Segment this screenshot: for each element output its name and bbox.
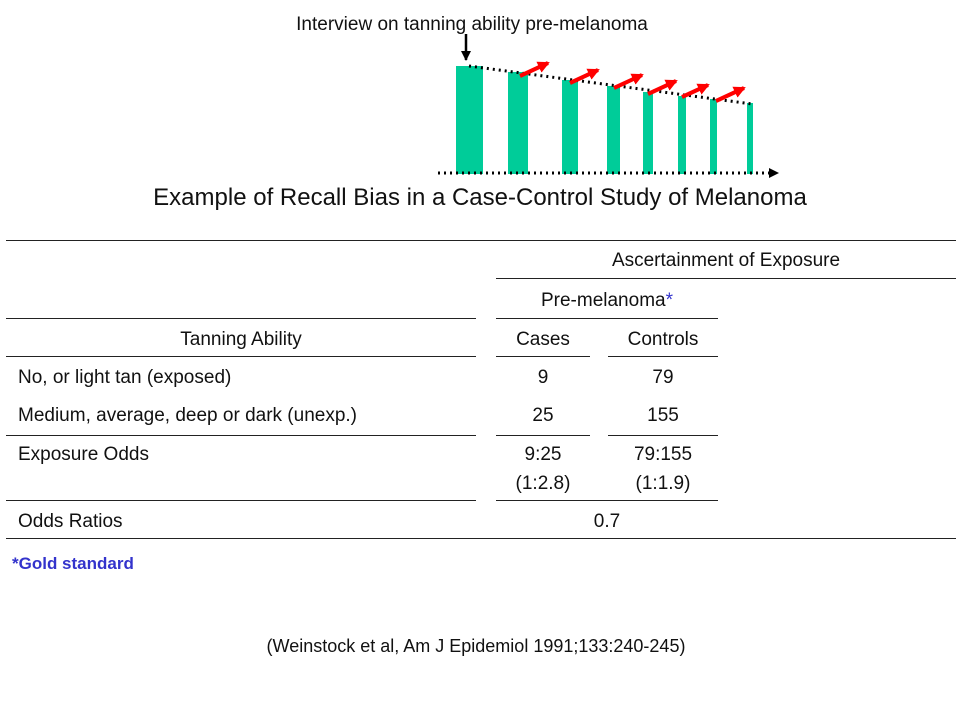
column-header-rule-left: [6, 356, 476, 357]
diagram-bar: [607, 86, 620, 174]
citation: (Weinstock et al, Am J Epidemiol 1991;13…: [266, 636, 686, 656]
odds-rule-right: [496, 500, 718, 501]
diagram-bar: [562, 80, 578, 174]
odds-rule-left: [6, 500, 476, 501]
header-rule: [496, 278, 956, 279]
table-top-rule: [6, 240, 956, 241]
diagram-title: Interview on tanning ability pre-melanom…: [296, 14, 648, 35]
diagram-bar: [643, 92, 653, 174]
recall-shift-arrow: [715, 86, 746, 103]
recall-bias-diagram: [438, 34, 779, 178]
odds-controls-ratio: 79:155: [633, 444, 693, 465]
diagram-bar: [678, 96, 686, 174]
recall-shift-arrow: [613, 73, 644, 90]
odds-cases-normalized: (1:2.8): [515, 473, 571, 494]
column-header-controls: Controls: [627, 329, 699, 350]
header-pre-melanoma-label: Pre-melanoma: [540, 290, 666, 311]
odds-label: Exposure Odds: [18, 444, 149, 465]
odds-controls-normalized: (1:1.9): [635, 473, 691, 494]
row-cases: 25: [532, 405, 554, 426]
diagram-bar: [456, 66, 483, 174]
header-pre-melanoma: Pre-melanoma*: [496, 290, 718, 312]
column-header-tanning: Tanning Ability: [180, 329, 302, 350]
diagram-bar: [747, 103, 753, 174]
data-rule-cases: [496, 435, 590, 436]
recall-shift-arrow: [681, 83, 710, 99]
diagram-bar: [710, 99, 717, 174]
row-cases: 9: [537, 367, 549, 388]
odds-cases-ratio: 9:25: [524, 444, 562, 465]
row-label: Medium, average, deep or dark (unexp.): [18, 405, 358, 426]
column-header-cases: Cases: [516, 329, 570, 350]
recall-shift-arrow: [519, 61, 550, 78]
table-bottom-rule: [6, 538, 956, 539]
column-header-rule-cases: [496, 356, 590, 357]
recall-shift-arrow: [569, 68, 600, 85]
column-header-rule-controls: [608, 356, 718, 357]
page-title: Example of Recall Bias in a Case-Control…: [153, 184, 807, 211]
recall-shift-arrow: [647, 79, 678, 96]
footnote-gold-standard: *Gold standard: [12, 554, 134, 573]
odds-ratio-label: Odds Ratios: [18, 511, 123, 532]
subheader-rule-right: [496, 318, 718, 319]
odds-ratio-value: 0.7: [593, 511, 621, 532]
row-controls: 155: [647, 405, 679, 426]
row-label: No, or light tan (exposed): [18, 367, 232, 388]
data-rule-left: [6, 435, 476, 436]
header-ascertainment: Ascertainment of Exposure: [611, 250, 841, 271]
data-rule-controls: [608, 435, 718, 436]
header-asterisk: *: [665, 290, 673, 311]
subheader-rule-left: [6, 318, 476, 319]
diagram-bar: [508, 72, 528, 174]
row-controls: 79: [652, 367, 674, 388]
